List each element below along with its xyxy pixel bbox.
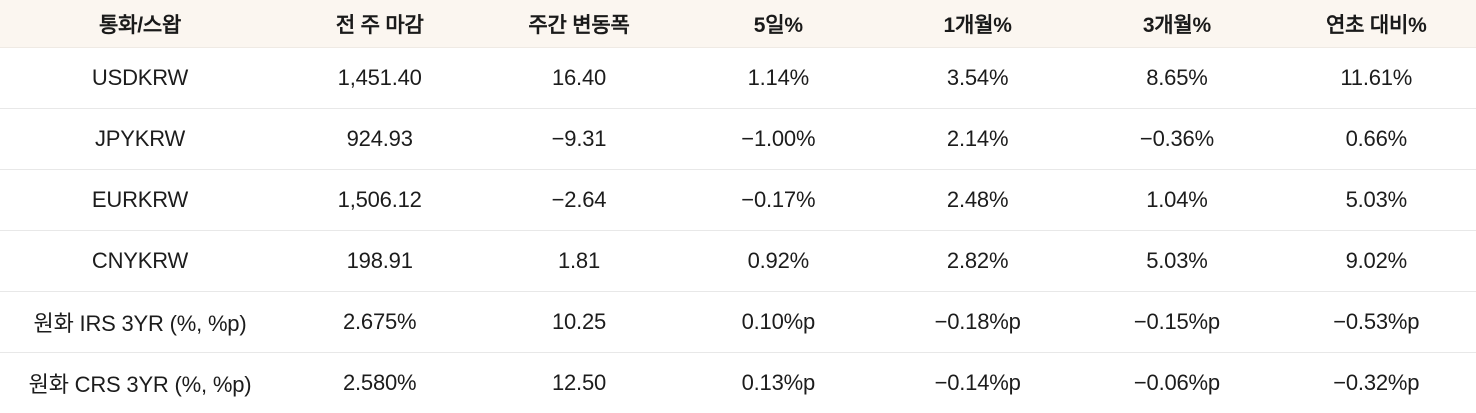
cell-1month-pct: 2.14%: [878, 109, 1077, 170]
cell-instrument: 원화 CRS 3YR (%, %p): [0, 353, 280, 413]
column-header-3month-pct: 3개월%: [1077, 0, 1276, 48]
cell-1month-pct: 2.82%: [878, 231, 1077, 292]
cell-ytd-pct: 5.03%: [1277, 170, 1476, 231]
cell-weekly-change: −9.31: [479, 109, 678, 170]
cell-weekly-change: 10.25: [479, 292, 678, 353]
cell-ytd-pct: −0.53%p: [1277, 292, 1476, 353]
cell-5day-pct: 0.92%: [679, 231, 878, 292]
cell-3month-pct: 8.65%: [1077, 48, 1276, 109]
cell-5day-pct: 0.10%p: [679, 292, 878, 353]
cell-ytd-pct: 11.61%: [1277, 48, 1476, 109]
table-row: 원화 CRS 3YR (%, %p) 2.580% 12.50 0.13%p −…: [0, 353, 1476, 413]
cell-weekly-change: 16.40: [479, 48, 678, 109]
cell-1month-pct: −0.18%p: [878, 292, 1077, 353]
table-row: USDKRW 1,451.40 16.40 1.14% 3.54% 8.65% …: [0, 48, 1476, 109]
column-header-ytd-pct: 연초 대비%: [1277, 0, 1476, 48]
table-row: 원화 IRS 3YR (%, %p) 2.675% 10.25 0.10%p −…: [0, 292, 1476, 353]
cell-ytd-pct: 0.66%: [1277, 109, 1476, 170]
cell-weekly-change: −2.64: [479, 170, 678, 231]
cell-last-close: 924.93: [280, 109, 479, 170]
cell-1month-pct: 3.54%: [878, 48, 1077, 109]
cell-5day-pct: −0.17%: [679, 170, 878, 231]
cell-3month-pct: −0.06%p: [1077, 353, 1276, 413]
cell-instrument: JPYKRW: [0, 109, 280, 170]
table-header-row: 통화/스왑 전 주 마감 주간 변동폭 5일% 1개월% 3개월% 연초 대비%: [0, 0, 1476, 48]
table-row: JPYKRW 924.93 −9.31 −1.00% 2.14% −0.36% …: [0, 109, 1476, 170]
cell-instrument: CNYKRW: [0, 231, 280, 292]
column-header-5day-pct: 5일%: [679, 0, 878, 48]
cell-ytd-pct: 9.02%: [1277, 231, 1476, 292]
cell-instrument: 원화 IRS 3YR (%, %p): [0, 292, 280, 353]
cell-3month-pct: −0.15%p: [1077, 292, 1276, 353]
cell-last-close: 198.91: [280, 231, 479, 292]
cell-1month-pct: 2.48%: [878, 170, 1077, 231]
cell-5day-pct: −1.00%: [679, 109, 878, 170]
cell-weekly-change: 1.81: [479, 231, 678, 292]
table-row: EURKRW 1,506.12 −2.64 −0.17% 2.48% 1.04%…: [0, 170, 1476, 231]
column-header-last-close: 전 주 마감: [280, 0, 479, 48]
cell-5day-pct: 1.14%: [679, 48, 878, 109]
cell-3month-pct: −0.36%: [1077, 109, 1276, 170]
table-row: CNYKRW 198.91 1.81 0.92% 2.82% 5.03% 9.0…: [0, 231, 1476, 292]
cell-instrument: EURKRW: [0, 170, 280, 231]
cell-last-close: 1,451.40: [280, 48, 479, 109]
column-header-weekly-change: 주간 변동폭: [479, 0, 678, 48]
cell-1month-pct: −0.14%p: [878, 353, 1077, 413]
cell-3month-pct: 5.03%: [1077, 231, 1276, 292]
table-header: 통화/스왑 전 주 마감 주간 변동폭 5일% 1개월% 3개월% 연초 대비%: [0, 0, 1476, 48]
table-body: USDKRW 1,451.40 16.40 1.14% 3.54% 8.65% …: [0, 48, 1476, 413]
cell-ytd-pct: −0.32%p: [1277, 353, 1476, 413]
cell-instrument: USDKRW: [0, 48, 280, 109]
column-header-1month-pct: 1개월%: [878, 0, 1077, 48]
cell-last-close: 2.580%: [280, 353, 479, 413]
column-header-instrument: 통화/스왑: [0, 0, 280, 48]
cell-weekly-change: 12.50: [479, 353, 678, 413]
cell-3month-pct: 1.04%: [1077, 170, 1276, 231]
cell-last-close: 1,506.12: [280, 170, 479, 231]
cell-last-close: 2.675%: [280, 292, 479, 353]
cell-5day-pct: 0.13%p: [679, 353, 878, 413]
